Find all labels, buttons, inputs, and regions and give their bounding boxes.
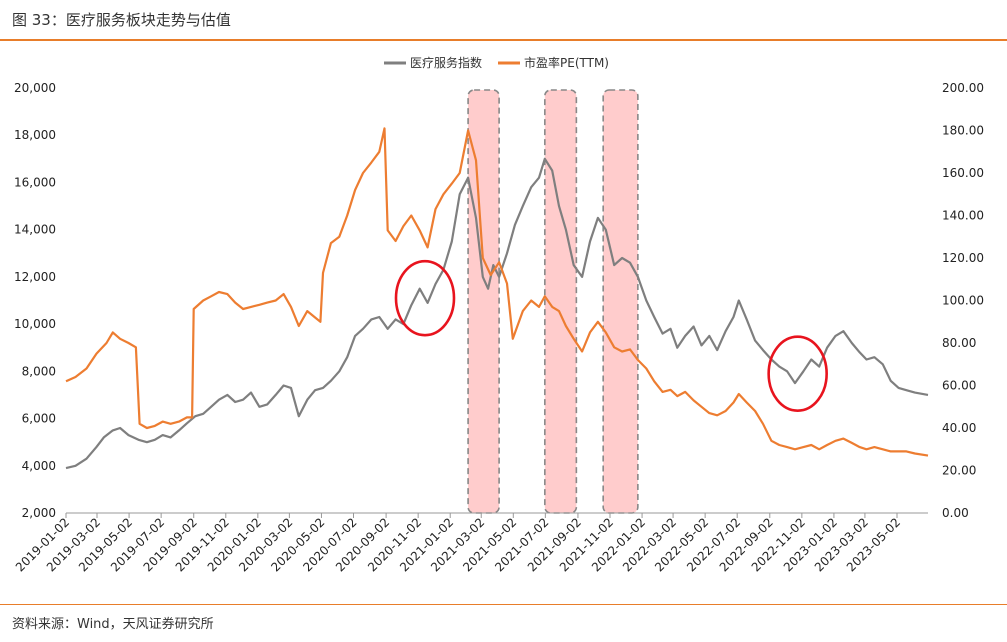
y-left-tick-label: 12,000: [14, 270, 56, 284]
circle-annotation-1: [394, 259, 456, 337]
highlight-band-2: [544, 89, 578, 514]
legend-label: 市盈率PE(TTM): [524, 55, 609, 70]
y-right-tick-label: 40.00: [942, 421, 976, 435]
bottom-rule: [0, 604, 1007, 605]
legend: 医疗服务指数 市盈率PE(TTM): [384, 55, 609, 70]
y-left-tick-label: 4,000: [22, 459, 56, 473]
legend-label: 医疗服务指数: [410, 55, 482, 70]
source-note: 资料来源：Wind，天风证券研究所: [12, 617, 214, 632]
y-right-tick-label: 0.00: [942, 506, 969, 520]
line-chart: 2,000 4,000 6,000 8,000 10,000 12,000 14,000 16…: [13, 55, 984, 574]
y-left-tick-label: 20,000: [14, 81, 56, 95]
y-right-tick-label: 140.00: [942, 209, 984, 223]
top-rule: [0, 39, 1007, 41]
y-left-tick-label: 2,000: [22, 506, 56, 520]
y-left-tick-label: 10,000: [14, 317, 56, 331]
series-line-index: [65, 157, 929, 470]
y-right-tick-label: 160.00: [942, 166, 984, 180]
series-lines: [65, 127, 929, 470]
y-left-tick-label: 18,000: [14, 128, 56, 142]
highlight-band-3: [602, 89, 639, 514]
circle-annotation-2: [767, 335, 828, 412]
circle-annotations: [394, 259, 828, 412]
highlight-band-1: [467, 89, 500, 514]
y-right-tick-label: 20.00: [942, 464, 976, 478]
y-right-tick-label: 180.00: [942, 124, 984, 138]
y-left-tick-label: 14,000: [14, 223, 56, 237]
y-left-tick-label: 8,000: [22, 364, 56, 378]
y-right-tick-label: 80.00: [942, 336, 976, 350]
y-right-tick-label: 120.00: [942, 251, 984, 265]
figure-title: 图 33：医疗服务板块走势与估值: [12, 11, 231, 29]
highlight-bands: [467, 89, 639, 514]
series-line-pe: [65, 127, 929, 457]
y-right-tick-label: 100.00: [942, 294, 984, 308]
y-right-tick-label: 60.00: [942, 379, 976, 393]
y-left-tick-label: 6,000: [22, 412, 56, 426]
y-left-tick-label: 16,000: [14, 175, 56, 189]
y-right-tick-label: 200.00: [942, 81, 984, 95]
